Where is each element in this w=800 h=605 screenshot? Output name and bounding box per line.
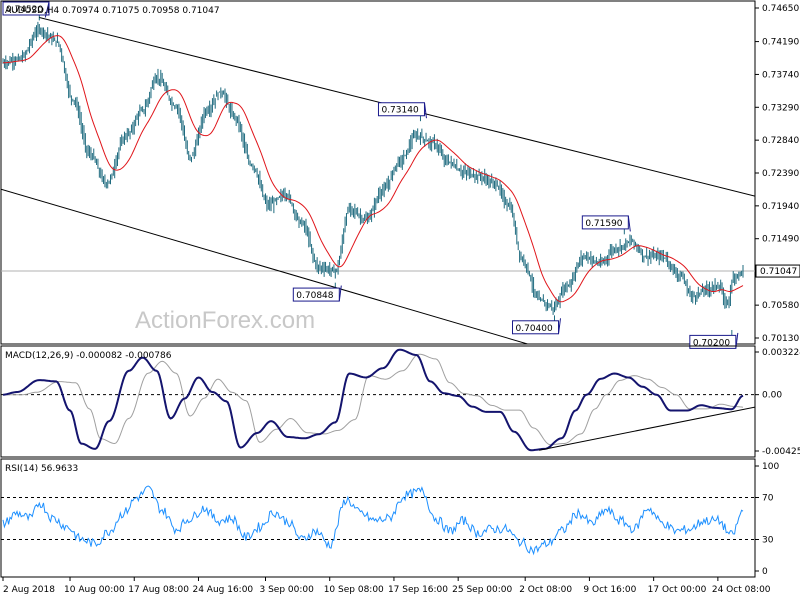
price-panel-title: AUDUSD,H4 0.70974 0.71075 0.70958 0.7104… [5,6,220,16]
price-level-connector [627,215,631,232]
price-level-tag: 0.70848 [292,285,342,302]
price-level-tag: 0.70400 [512,318,562,335]
time-axis-label: 17 Sep 16:00 [388,585,448,595]
current-price-label: 0.71047 [760,267,797,277]
price-panel: ActionForex.com 0.746500.741900.737400.7… [0,0,800,349]
time-axis-label: 10 Sep 08:00 [324,585,384,595]
macd-signal-line [3,353,744,446]
price-axis-tick-label: 0.72840 [762,136,799,146]
price-axis-tick-label: 0.73290 [762,103,799,113]
rsi-level-lines [1,497,755,540]
channel-lower-line [1,188,530,344]
time-axis-label: 2 Aug 2018 [3,585,55,595]
price-level-label: 0.73140 [381,106,418,116]
price-axis-tick-label: 0.72390 [762,169,799,179]
price-level-label: 0.70400 [516,324,553,334]
price-level-label: 0.70200 [693,338,730,348]
price-panel-frame [0,0,756,345]
price-y-axis: 0.74650 0.74190 0.73740 0.73290 0.72840 0.723… [755,4,799,344]
price-level-tag: 0.74520 [2,1,50,18]
price-level-label: 0.74520 [6,5,43,15]
price-level-connector [338,285,342,302]
price-level-label: 0.71590 [585,219,622,229]
price-level-label: 0.70848 [296,291,333,301]
macd-axis-tick-label: -0.004259 [762,447,800,457]
macd-panel-frame [0,345,756,458]
price-axis-tick-label: 0.74190 [762,38,799,48]
price-level-tag: 0.71590 [581,215,631,232]
time-axis-label: 25 Sep 00:00 [452,585,512,595]
rsi-axis-tick-label: 30 [762,536,774,546]
moving-average-line [2,35,744,303]
time-axis-label: 10 Aug 00:00 [64,585,125,595]
time-axis-label: 17 Oct 00:00 [648,585,707,595]
price-axis-tick-label: 0.70130 [762,334,799,344]
watermark-text: ActionForex.com [135,307,315,334]
price-axis-tick-label: 0.71490 [762,235,799,245]
rsi-panel-frame [0,458,756,578]
price-axis-tick-label: 0.73740 [762,70,799,80]
current-price-box [755,264,800,278]
price-level-connector [44,1,50,18]
price-level-connector [558,318,562,334]
price-level-box [377,102,425,117]
macd-panel-title: MACD(12,26,9) -0.000082 -0.000786 [5,351,172,361]
rsi-panel-title: RSI(14) 56.9633 [5,464,78,474]
macd-axis-tick-label: 0.003224 [762,348,800,358]
macd-trend-line [539,406,755,451]
time-axis: 2 Aug 2018 10 Aug 00:00 17 Aug 08:00 24 Aug… [2,577,771,595]
macd-panel: 0.003224 0.00 -0.004259 MACD(12,26,9) -0.0… [0,345,800,458]
price-axis-tick-label: 0.70580 [762,301,799,311]
rsi-line [2,485,744,556]
time-axis-label: 3 Sep 00:00 [259,585,314,595]
rsi-axis-tick-label: 100 [762,462,779,472]
time-axis-label: 24 Oct 08:00 [712,585,771,595]
rsi-panel: 100 70 30 0 RSI(14) 56.9633 [0,458,779,578]
rsi-axis-tick-label: 70 [762,494,774,504]
price-level-labels: 0.74520 0.73140 0.70848 0.71590 0.70400 0.702… [2,1,739,349]
price-level-box [689,334,737,349]
price-level-box [581,215,629,230]
price-axis-tick-label: 0.71940 [762,202,799,212]
price-level-tag: 0.73140 [377,102,427,119]
time-axis-label: 24 Aug 16:00 [192,585,253,595]
price-level-box [2,1,50,16]
price-level-connector [423,102,427,119]
price-level-box [512,320,560,335]
macd-axis-tick-label: 0.00 [762,391,782,401]
price-axis-tick-label: 0.74650 [762,4,799,14]
time-axis-label: 9 Oct 16:00 [583,585,636,595]
price-level-box [292,287,340,302]
price-bars [2,14,744,336]
current-price-tag: 0.71047 [755,264,800,278]
rsi-axis-tick-label: 0 [762,567,768,577]
rsi-y-axis: 100 70 30 0 [755,462,779,577]
time-axis-label: 2 Oct 08:00 [519,585,572,595]
macd-y-axis: 0.003224 0.00 -0.004259 [755,348,800,457]
time-axis-label: 17 Aug 08:00 [128,585,189,595]
macd-main-line [2,348,744,452]
